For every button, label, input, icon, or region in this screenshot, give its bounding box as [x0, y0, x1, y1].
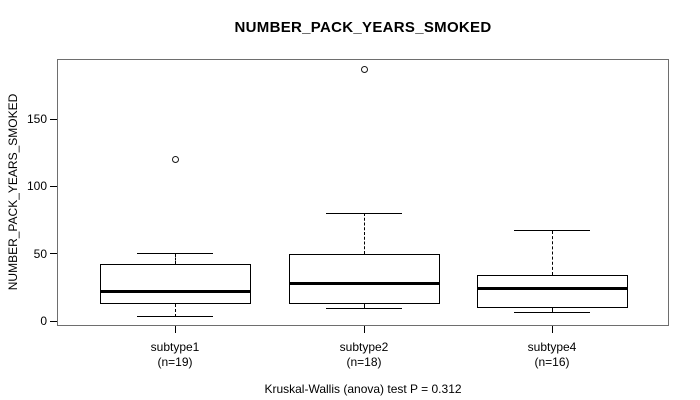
median-line	[288, 281, 440, 285]
y-tick-label: 150	[26, 112, 47, 127]
group-n-count: (n=18)	[346, 355, 382, 369]
whisker-upper	[363, 213, 365, 254]
y-tick-label: 0	[40, 314, 47, 329]
median-line	[99, 289, 251, 293]
iqr-box	[288, 253, 440, 304]
whisker-cap-upper	[326, 212, 402, 214]
group-name: subtype1	[150, 340, 200, 354]
group-label-subtype2: subtype2 (n=18)	[294, 340, 434, 370]
whisker-cap-lower	[137, 316, 213, 318]
whisker-cap-lower	[326, 308, 402, 310]
y-tick-label: 50	[33, 246, 47, 261]
whisker-upper	[174, 253, 176, 265]
whisker-cap-upper	[137, 253, 213, 255]
y-tick-mark	[50, 253, 57, 255]
iqr-box	[476, 275, 628, 308]
outlier-point	[360, 65, 368, 73]
y-tick-mark	[50, 320, 57, 322]
x-tick-mark	[174, 326, 176, 333]
group-label-subtype4: subtype4 (n=16)	[482, 340, 622, 370]
group-name: subtype2	[339, 340, 389, 354]
group-n-count: (n=16)	[534, 355, 570, 369]
whisker-lower	[174, 303, 176, 317]
chart-title: NUMBER_PACK_YEARS_SMOKED	[234, 19, 492, 36]
group-name: subtype4	[527, 340, 577, 354]
outlier-point	[171, 155, 179, 163]
stat-test-caption: Kruskal-Wallis (anova) test P = 0.312	[264, 382, 462, 396]
whisker-lower	[363, 303, 365, 309]
y-tick-label: 100	[26, 179, 47, 194]
median-line	[476, 287, 628, 291]
x-tick-mark	[551, 326, 553, 333]
group-n-count: (n=19)	[157, 355, 193, 369]
x-tick-mark	[363, 326, 365, 333]
whisker-upper	[551, 230, 553, 276]
whisker-cap-lower	[514, 312, 590, 314]
iqr-box	[99, 264, 251, 304]
whisker-cap-upper	[514, 230, 590, 232]
y-tick-mark	[50, 185, 57, 187]
group-label-subtype1: subtype1 (n=19)	[105, 340, 245, 370]
whisker-lower	[551, 307, 553, 313]
y-tick-mark	[50, 118, 57, 120]
